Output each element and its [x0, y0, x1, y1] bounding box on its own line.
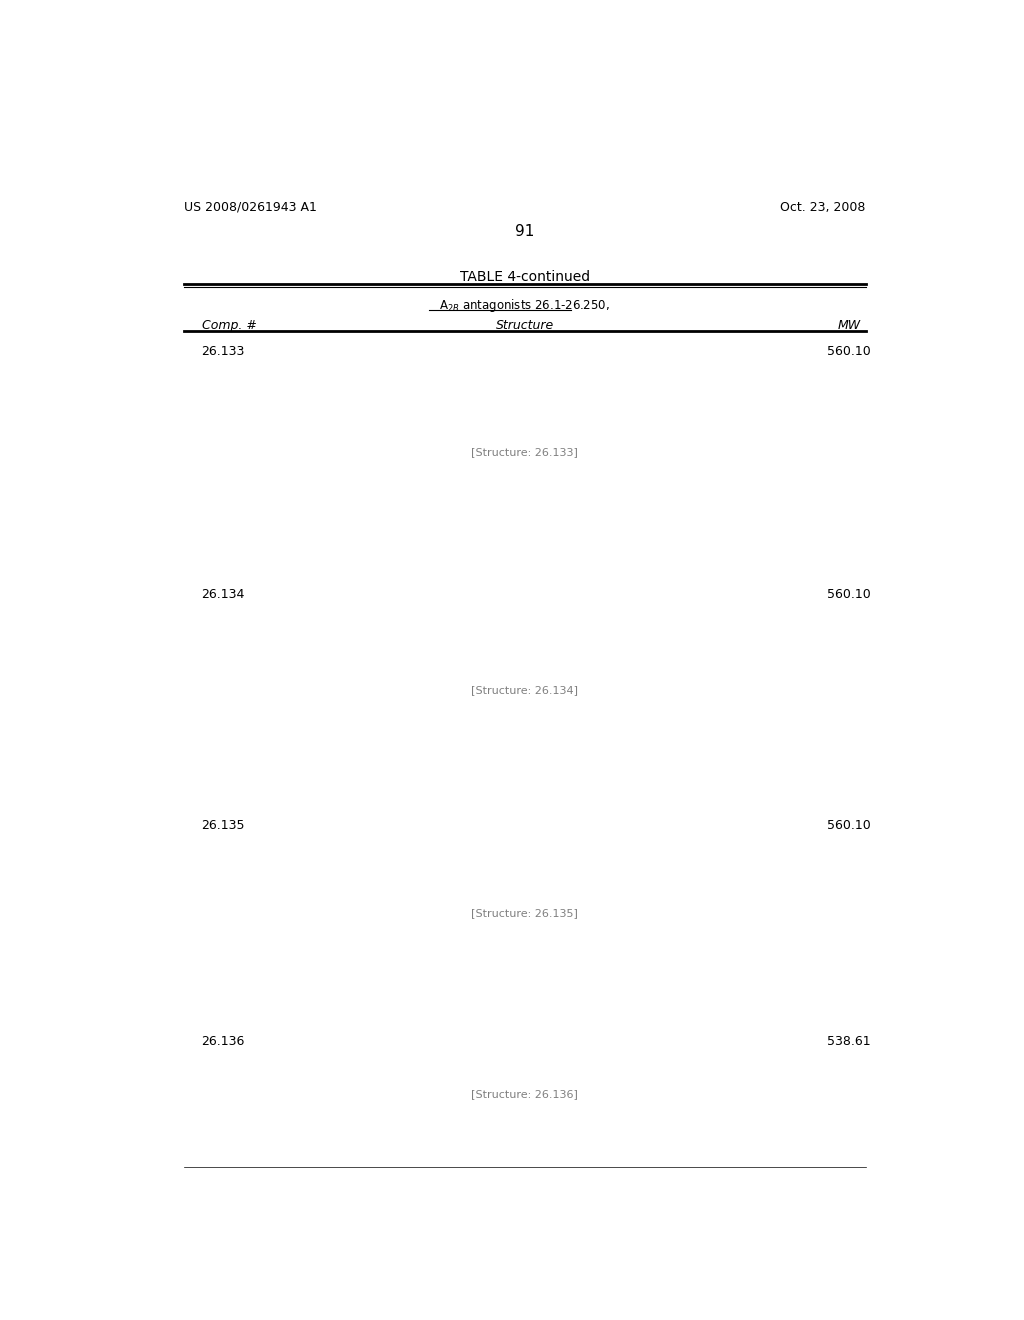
Text: Oct. 23, 2008: Oct. 23, 2008	[780, 201, 866, 214]
Text: [Structure: 26.134]: [Structure: 26.134]	[471, 685, 579, 694]
Text: TABLE 4-continued: TABLE 4-continued	[460, 271, 590, 284]
Text: 26.136: 26.136	[202, 1035, 245, 1048]
Text: Comp. #: Comp. #	[202, 318, 256, 331]
Text: US 2008/0261943 A1: US 2008/0261943 A1	[183, 201, 316, 214]
Text: 560.10: 560.10	[826, 818, 870, 832]
Text: 26.135: 26.135	[202, 818, 245, 832]
Text: [Structure: 26.136]: [Structure: 26.136]	[471, 1089, 579, 1100]
Text: [Structure: 26.135]: [Structure: 26.135]	[471, 908, 579, 917]
Text: 538.61: 538.61	[827, 1035, 870, 1048]
Text: 26.133: 26.133	[202, 345, 245, 358]
Text: [Structure: 26.133]: [Structure: 26.133]	[471, 447, 579, 458]
Text: 91: 91	[515, 224, 535, 239]
Text: A$_{2B}$ antagonists 26.1-26.250,: A$_{2B}$ antagonists 26.1-26.250,	[439, 297, 610, 314]
Text: 26.134: 26.134	[202, 589, 245, 601]
Text: MW: MW	[838, 318, 860, 331]
Text: 560.10: 560.10	[826, 589, 870, 601]
Text: Structure: Structure	[496, 318, 554, 331]
Text: 560.10: 560.10	[826, 345, 870, 358]
